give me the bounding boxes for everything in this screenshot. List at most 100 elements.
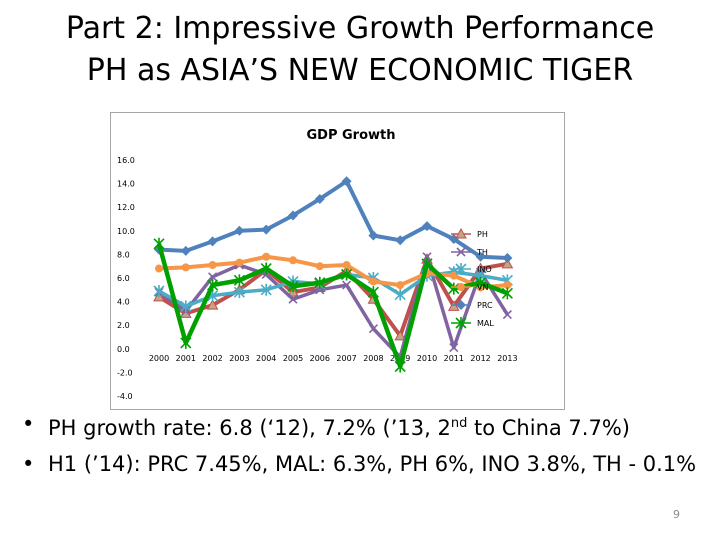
data-point: [235, 258, 244, 267]
data-point: [456, 247, 466, 257]
data-point: [262, 252, 271, 261]
x-tick-label: 2005: [283, 354, 303, 363]
x-tick-label: 2010: [417, 354, 437, 363]
x-tick-label: 2011: [444, 354, 464, 363]
bullet-sup: nd: [450, 416, 468, 431]
x-tick-label: 2004: [256, 354, 276, 363]
legend-item-vn: VN: [451, 283, 488, 292]
y-tick-label: 6.0: [117, 274, 130, 283]
data-point: [503, 281, 512, 290]
data-point: [208, 261, 217, 270]
legend-item-th: TH: [451, 247, 488, 257]
data-point: [233, 274, 245, 287]
data-point: [155, 264, 163, 273]
y-tick-label: 16.0: [117, 156, 135, 165]
slide-title: Part 2: Impressive Growth Performance PH…: [0, 8, 720, 92]
data-point: [448, 282, 460, 295]
data-point: [261, 224, 272, 235]
data-point: [394, 329, 407, 341]
data-point: [502, 252, 513, 263]
y-tick-label: 8.0: [117, 250, 130, 259]
data-point: [207, 236, 218, 247]
data-point: [314, 276, 326, 289]
legend-label: VN: [477, 283, 488, 292]
x-tick-label: 2003: [229, 354, 249, 363]
series-line: [158, 254, 508, 290]
y-tick-label: 2.0: [117, 321, 130, 330]
x-tick-label: 2001: [176, 354, 196, 363]
legend-label: TH: [476, 248, 488, 257]
data-point: [180, 245, 191, 256]
data-point: [369, 277, 378, 286]
data-point: [234, 225, 245, 236]
series-line: [158, 179, 508, 260]
data-point: [207, 279, 219, 292]
data-point: [260, 262, 272, 275]
legend-label: PRC: [477, 301, 493, 310]
y-tick-label: 4.0: [117, 298, 130, 307]
y-tick-label: 10.0: [117, 227, 135, 236]
slide-title-line-1: Part 2: Impressive Growth Performance: [65, 11, 655, 46]
data-point: [342, 280, 352, 290]
data-point: [421, 257, 433, 270]
legend-label: MAL: [477, 319, 494, 328]
data-point: [394, 288, 406, 301]
data-point: [342, 261, 351, 270]
series-mal: [153, 237, 513, 373]
data-point: [260, 283, 272, 296]
data-point: [501, 287, 513, 300]
bullet-list: • PH growth rate: 6.8 (‘12), 7.2% (’13, …: [18, 410, 708, 486]
data-point: [180, 336, 192, 349]
data-point: [502, 310, 512, 320]
data-point: [456, 300, 466, 310]
legend-item-ph: PH: [451, 227, 488, 239]
chart-svg: GDP Growth 16.0 14.0 12.0 10.0 8.0 6.0 4.0 2.0 0…: [117, 128, 518, 401]
data-point: [475, 251, 486, 262]
data-point: [314, 193, 325, 204]
bullet-h1-2014: • H1 (’14): PRC 7.45%, MAL: 6.3%, PH 6%,…: [18, 450, 708, 478]
data-point: [475, 276, 487, 289]
legend-item-prc: PRC: [451, 300, 493, 310]
data-point: [287, 280, 299, 293]
legend-label: INO: [477, 265, 492, 274]
data-point: [289, 256, 297, 265]
chart-title: GDP Growth: [306, 128, 395, 143]
bullet-text-end: to China 7.7%): [467, 416, 630, 440]
y-tick-label: 14.0: [117, 180, 135, 189]
data-point: [288, 294, 298, 304]
data-point: [315, 262, 324, 271]
bullet-text: PH growth rate: 6.8 (‘12), 7.2% (’13, 2: [48, 416, 451, 440]
y-tick-label: 12.0: [117, 203, 135, 212]
data-point: [457, 283, 465, 291]
data-point: [368, 230, 379, 241]
data-point: [422, 221, 432, 232]
bullet-text: H1 (’14): PRC 7.45%, MAL: 6.3%, PH 6%, I…: [48, 452, 697, 476]
slide-title-line-2: PH as ASIA’S NEW ECONOMIC TIGER: [86, 53, 634, 88]
y-tick-label: -2.0: [117, 368, 133, 377]
data-point: [368, 324, 378, 334]
data-point: [208, 272, 218, 282]
data-point: [455, 317, 467, 329]
data-point: [206, 299, 219, 310]
data-point: [367, 286, 379, 299]
data-point: [233, 286, 245, 299]
bullet-dot-icon: •: [22, 412, 35, 436]
data-point: [288, 210, 298, 221]
x-tick-label: 2008: [363, 354, 383, 363]
x-tick-label: 2006: [310, 354, 330, 363]
data-point: [394, 360, 406, 373]
data-point: [501, 257, 514, 269]
data-point: [447, 300, 460, 311]
data-point: [341, 176, 352, 187]
x-tick-label: 2002: [202, 354, 222, 363]
bullet-dot-icon: •: [22, 452, 35, 476]
data-point: [341, 268, 353, 281]
data-point: [153, 284, 165, 297]
legend-item-mal: MAL: [451, 317, 494, 329]
bullet-ph-growth: • PH growth rate: 6.8 (‘12), 7.2% (’13, …: [18, 410, 708, 442]
data-point: [153, 237, 165, 250]
y-tick-label: -4.0: [117, 392, 133, 401]
x-tick-label: 2007: [336, 354, 356, 363]
data-point: [455, 227, 467, 239]
data-point: [449, 343, 459, 353]
